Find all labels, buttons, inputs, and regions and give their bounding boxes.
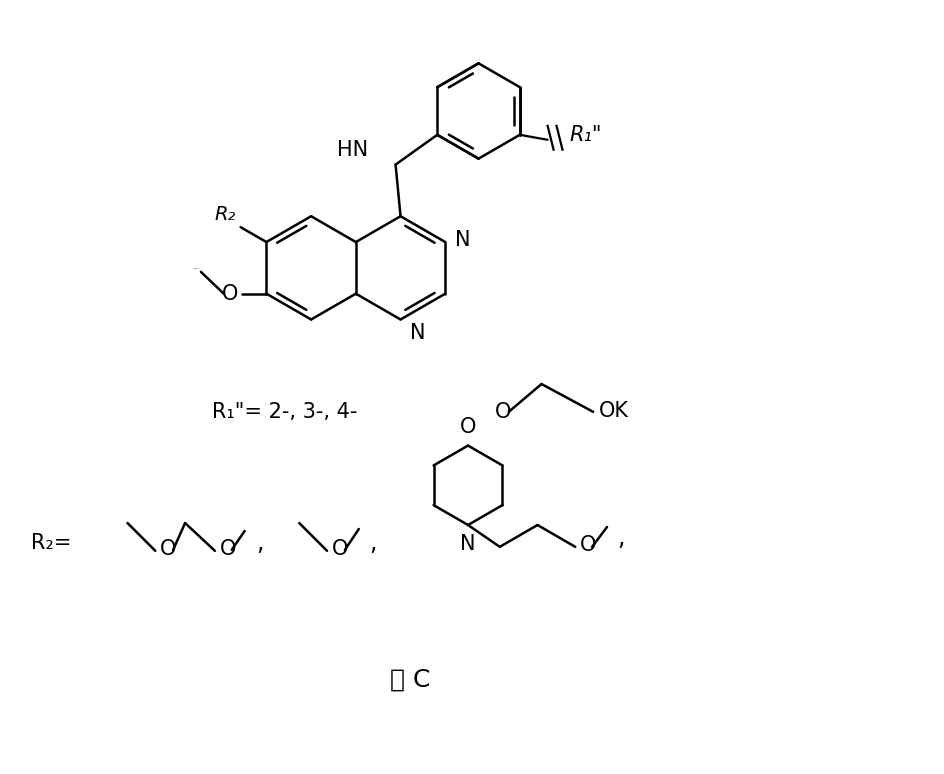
Text: 式 C: 式 C [390,668,430,692]
Text: O: O [222,284,239,303]
Text: O: O [581,535,597,555]
Text: O: O [332,539,348,559]
Text: HN: HN [337,139,368,159]
Text: N: N [411,324,426,344]
Text: R₂=: R₂= [31,533,72,553]
Text: methoxy: methoxy [194,268,200,269]
Text: O: O [495,402,512,422]
Text: O: O [160,539,177,559]
Text: OK: OK [599,401,629,421]
Text: R₁": R₁" [569,125,602,145]
Text: N: N [461,534,476,554]
Text: R₂: R₂ [214,205,236,224]
Text: O: O [460,416,476,437]
Text: ,: , [257,531,264,555]
Text: O: O [220,539,236,559]
Text: ,: , [617,526,624,550]
Text: N: N [455,230,471,250]
Text: R₁"= 2-, 3-, 4-: R₁"= 2-, 3-, 4- [211,402,357,422]
Text: ,: , [369,531,376,555]
